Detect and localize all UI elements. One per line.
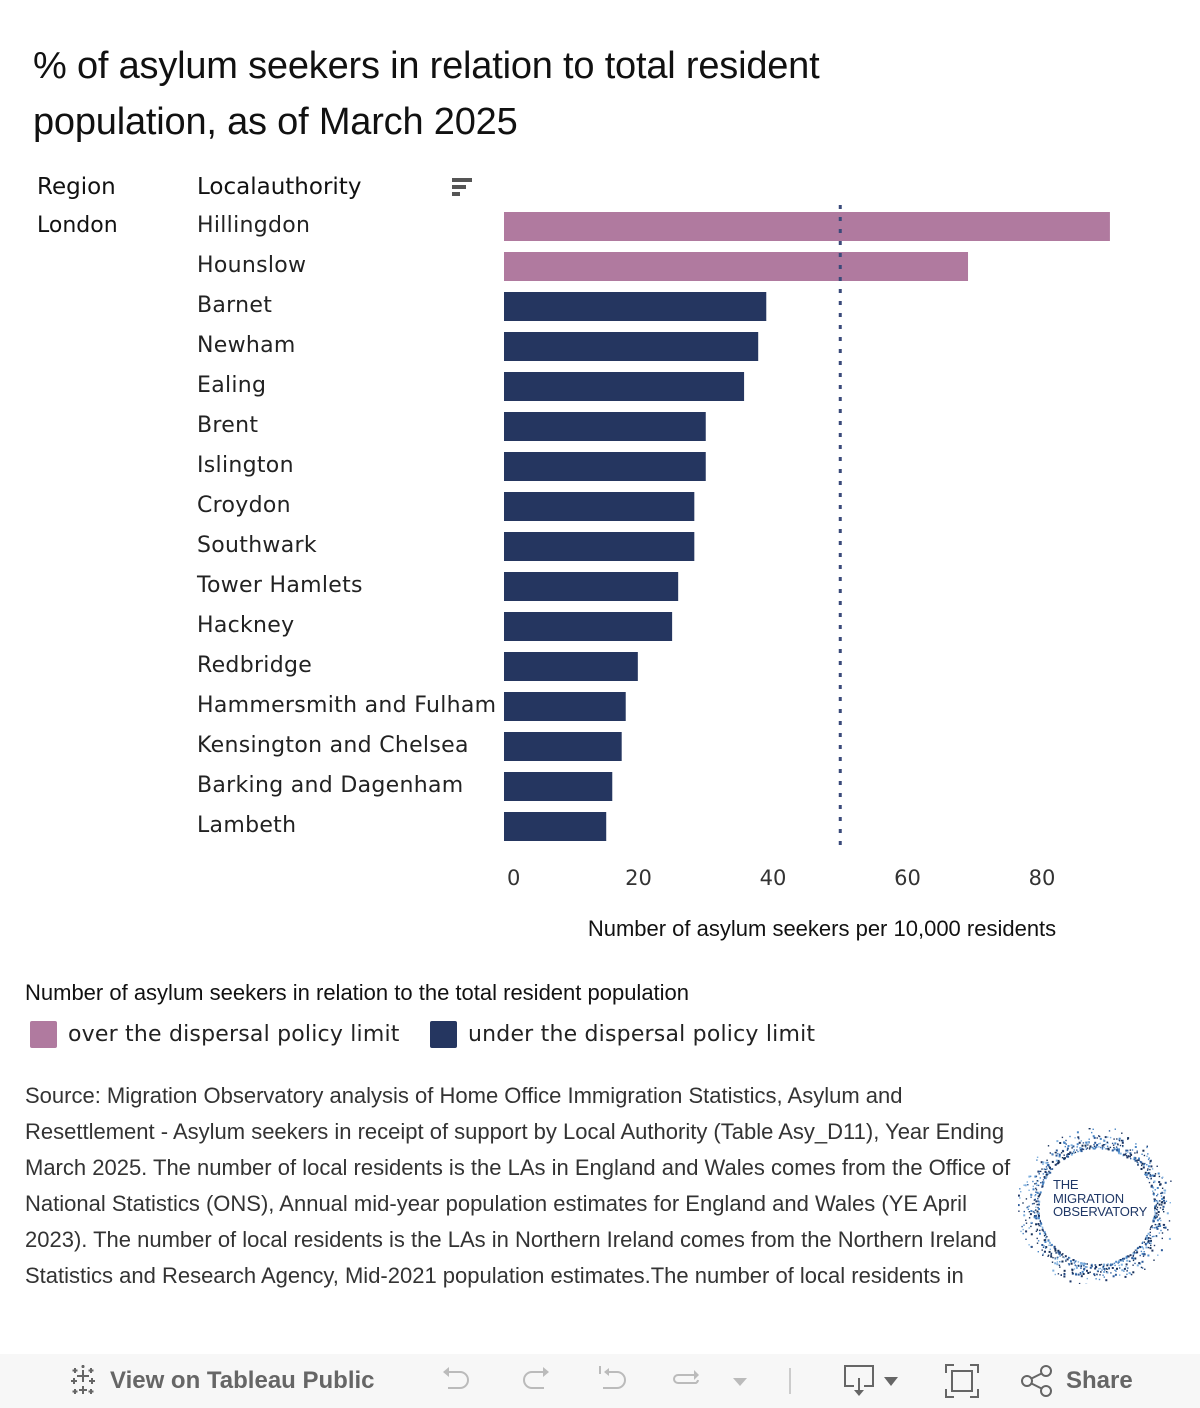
region-value: London [37,213,118,238]
bar-newham[interactable] [504,332,759,361]
legend-label-over: over the dispersal policy limit [68,1021,400,1047]
redo-icon [523,1367,549,1389]
refresh-button[interactable] [670,1354,706,1408]
bar-chart [504,205,1110,847]
local-authority-label: Southwark [197,533,317,558]
redo-button[interactable] [518,1354,554,1408]
local-authority-header[interactable]: Localauthority [197,174,362,200]
local-authority-label: Barnet [197,293,273,318]
local-authority-label: Barking and Dagenham [197,773,464,798]
share-icon [1021,1365,1052,1397]
fullscreen-button[interactable] [944,1354,980,1408]
logo-line-1: THE [1053,1177,1079,1192]
source-note: Source: Migration Observatory analysis o… [25,1083,1011,1288]
local-authority-label: Ealing [197,373,267,398]
local-authority-label: Islington [197,453,294,478]
share-button[interactable]: Share [1020,1354,1133,1408]
bar-hackney[interactable] [504,612,673,641]
undo-icon [443,1367,469,1389]
logo-dot-ring-icon [1016,1127,1177,1287]
migration-observatory-logo: THE MIGRATION OBSERVATORY [1016,1127,1177,1287]
view-on-tableau-label: View on Tableau Public [110,1367,375,1394]
revert-icon [599,1366,626,1389]
fullscreen-icon [945,1364,979,1398]
bar-redbridge[interactable] [504,652,638,681]
bar-hounslow[interactable] [504,252,969,281]
download-button[interactable] [842,1354,900,1408]
tableau-toolbar: View on Tableau Public [0,1354,1200,1408]
local-authority-label: Brent [197,413,259,438]
x-tick-label: 60 [894,866,921,890]
sort-descending-icon[interactable] [452,178,472,198]
local-authority-label: Hammersmith and Fulham [197,693,497,718]
x-tick-label: 40 [759,866,787,890]
refresh-icon [673,1370,699,1384]
logo-line-3: OBSERVATORY [1053,1204,1148,1219]
revert-button[interactable] [597,1354,633,1408]
bar-lambeth[interactable] [504,812,607,841]
logo-line-2: MIGRATION [1053,1190,1124,1206]
bar-barnet[interactable] [504,292,767,321]
legend-label-under: under the dispersal policy limit [468,1021,816,1047]
bar-croydon[interactable] [504,492,695,521]
legend-swatch-over [30,1020,57,1048]
bar-tower-hamlets[interactable] [504,572,679,601]
bar-brent[interactable] [504,412,706,441]
x-tick-label: 20 [625,866,652,890]
download-icon [844,1365,874,1396]
local-authority-label: Croydon [197,493,291,518]
local-authority-label: Hounslow [197,253,307,278]
local-authority-label: Redbridge [197,653,313,678]
local-authority-label: Newham [197,333,296,358]
share-label: Share [1066,1367,1133,1394]
legend-swatch-under [430,1020,457,1048]
bar-barking-and-dagenham[interactable] [504,772,613,801]
local-authority-label: Lambeth [197,813,297,838]
view-on-tableau-button[interactable]: View on Tableau Public [66,1354,375,1408]
bar-ealing[interactable] [504,372,745,401]
tableau-logo-icon [71,1365,95,1394]
local-authority-label: Tower Hamlets [197,573,363,598]
bar-hillingdon[interactable] [504,212,1110,241]
x-tick-label: 0 [507,866,521,890]
chart-title: % of asylum seekers in relation to total… [33,45,820,143]
download-dropdown-icon [884,1377,898,1386]
local-authority-label: Kensington and Chelsea [197,733,469,758]
region-header[interactable]: Region [37,174,116,200]
bar-islington[interactable] [504,452,706,481]
logo-text: THE MIGRATION OBSERVATORY [1053,1178,1147,1219]
legend-item-under[interactable]: under the dispersal policy limit [430,1020,815,1048]
bar-southwark[interactable] [504,532,695,561]
toolbar-divider [789,1354,791,1408]
refresh-dropdown-button[interactable] [731,1354,749,1408]
undo-button[interactable] [438,1354,474,1408]
local-authority-label: Hackney [197,613,295,638]
dropdown-icon [733,1378,747,1386]
x-tick-label: 80 [1028,866,1056,890]
legend-item-over[interactable]: over the dispersal policy limit [30,1020,400,1048]
legend-title: Number of asylum seekers in relation to … [25,980,690,1005]
bar-hammersmith-and-fulham[interactable] [504,692,626,721]
bar-kensington-and-chelsea[interactable] [504,732,622,761]
local-authority-label: Hillingdon [197,213,311,238]
x-axis-title: Number of asylum seekers per 10,000 resi… [587,916,1057,941]
